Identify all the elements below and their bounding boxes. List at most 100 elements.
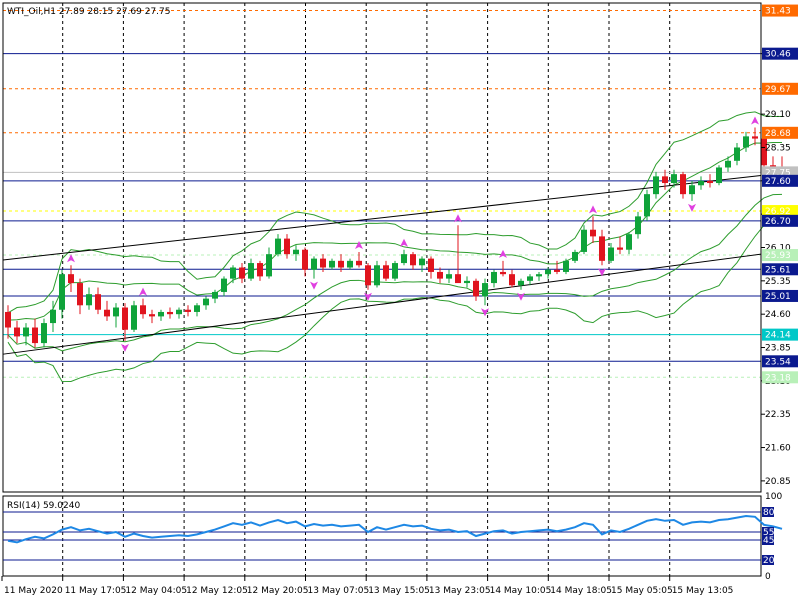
candle-body (716, 167, 722, 184)
y-tick-label: 20.85 (765, 477, 791, 487)
y-tick-label: 21.60 (765, 444, 791, 454)
price-tag-label: 25.61 (765, 265, 791, 275)
candle-body (266, 254, 272, 277)
candle-body (374, 265, 380, 286)
candle-body (356, 260, 362, 266)
candle-body (509, 274, 515, 286)
fractal-down (121, 343, 129, 352)
candle-body (257, 263, 263, 277)
candle-body (185, 309, 191, 312)
candle-body (275, 238, 281, 255)
rsi-tick-label: 0 (765, 572, 771, 582)
rsi-level-tag (762, 535, 774, 545)
candle-body (527, 276, 533, 281)
price-tag-label: 29.67 (765, 85, 791, 95)
price-tag-label: 24.14 (765, 331, 791, 341)
price-tag-label: 27.60 (765, 177, 791, 187)
rsi-level-tag (762, 527, 774, 537)
chart-title: WTI_Oil,H1 27.89 28.15 27.69 27.75 (7, 7, 171, 17)
fractal-up (400, 238, 408, 247)
candle-body (230, 267, 236, 279)
candle-body (41, 323, 47, 344)
candle-body (23, 327, 29, 337)
x-tick-label: 12 May 20:05 (247, 586, 309, 596)
candle-body (284, 238, 290, 255)
fractal-down (481, 308, 489, 317)
candle-body (347, 260, 353, 268)
candle-body (329, 260, 335, 268)
candle-body (149, 314, 155, 317)
price-tag-label: 26.70 (765, 217, 791, 227)
y-tick-label: 23.85 (765, 344, 791, 354)
candle-body (554, 269, 560, 272)
band-line (7, 141, 783, 321)
candle-body (32, 327, 38, 344)
candle-body (770, 165, 776, 168)
candle-body (635, 216, 641, 235)
x-tick-label: 13 May 23:05 (429, 586, 491, 596)
fractal-markers (67, 116, 759, 352)
price-tag-label: 28.68 (765, 129, 791, 139)
y-tick-label: 22.35 (765, 410, 791, 420)
fractal-up (499, 249, 507, 258)
x-tick-label: 12 May 04:05 (125, 586, 187, 596)
candle-body (203, 298, 209, 306)
candle-body (653, 176, 659, 195)
candle-body (77, 283, 83, 306)
candle-body (680, 174, 686, 195)
candle-body (491, 271, 497, 284)
rsi-level-label: 45 (763, 536, 774, 546)
x-tick-label: 15 May 05:05 (611, 586, 673, 596)
y-tick-label: 28.35 (765, 143, 791, 153)
candle-body (14, 327, 20, 337)
candle-body (473, 280, 479, 297)
rsi-line (7, 514, 783, 544)
x-tick-label: 13 May 15:05 (368, 586, 430, 596)
price-tag-label: 26.92 (765, 207, 791, 217)
price-tag (762, 371, 798, 384)
band-line (7, 111, 783, 314)
channel-lower (2, 253, 762, 355)
candle-body (644, 194, 650, 217)
candle-body (311, 258, 317, 270)
candle-body (617, 247, 623, 250)
candle-body (464, 280, 470, 284)
rsi-levels (3, 511, 761, 561)
y-tick-label: 25.35 (765, 277, 791, 287)
candle-body (239, 267, 245, 279)
price-tag (762, 249, 798, 262)
y-tick-label: 29.10 (765, 110, 791, 120)
x-tick-label: 11 May 17:05 (65, 586, 127, 596)
candle-body (446, 274, 452, 279)
price-tag (762, 328, 798, 341)
candle-body (671, 174, 677, 184)
fractal-up (355, 240, 363, 249)
rsi-level-label: 55 (763, 528, 774, 538)
candle-body (302, 249, 308, 270)
x-tick-label: 14 May 18:05 (550, 586, 612, 596)
candle-body (221, 278, 227, 292)
candle-body (518, 280, 524, 286)
candle-body (419, 258, 425, 266)
fractal-up (139, 287, 147, 296)
candle-body (383, 265, 389, 279)
candle-body (581, 229, 587, 252)
channel-upper (2, 174, 762, 261)
rsi-tick-label: 100 (765, 492, 782, 502)
candle-body (500, 271, 506, 275)
candle-body (662, 176, 668, 184)
x-tick-label: 13 May 07:05 (308, 586, 370, 596)
candle-body (59, 274, 65, 310)
price-tag (762, 82, 798, 95)
candle-body (140, 305, 146, 315)
price-tag-label: 27.75 (765, 168, 791, 178)
trend-channel (2, 174, 762, 355)
price-tag (762, 126, 798, 139)
candle-body (725, 160, 731, 168)
candle-body (455, 274, 461, 284)
x-tick-label: 14 May 10:05 (490, 586, 552, 596)
